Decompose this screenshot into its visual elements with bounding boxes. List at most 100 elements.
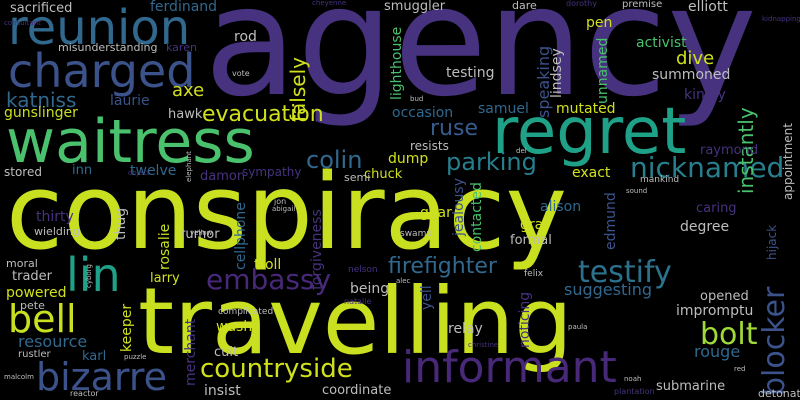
word-kidnapping: kidnapping <box>762 15 800 23</box>
word-mankind: mankind <box>640 175 680 185</box>
word-inn: inn <box>72 163 93 178</box>
word-plantation: plantation <box>614 387 655 396</box>
word-wash: wash <box>216 319 253 335</box>
word-testing: testing <box>446 65 495 81</box>
word-degree: degree <box>680 219 730 235</box>
word-chuck: chuck <box>364 167 403 182</box>
word-paula: paula <box>568 323 588 331</box>
word-speaking: speaking <box>534 45 553 118</box>
word-kindly: kindly <box>684 87 726 103</box>
word-smuggler: smuggler <box>384 0 446 14</box>
word-rumor: rumor <box>180 227 220 242</box>
word-submarine: submarine <box>656 379 726 394</box>
word-troll: troll <box>254 257 282 273</box>
word-wielding: wielding <box>34 225 80 238</box>
word-formal: formal <box>510 233 552 248</box>
word-alec: alec <box>396 277 411 285</box>
word-elephant: elephant <box>185 151 193 182</box>
word-unnamed: unnamed <box>595 37 611 104</box>
word-falsely: falsely <box>286 57 310 122</box>
word-larry: larry <box>150 271 180 286</box>
word-activist: activist <box>636 35 687 51</box>
word-detonate: detonate <box>758 387 800 400</box>
word-rustler: rustler <box>18 349 51 360</box>
word-swamp: swamp <box>400 229 433 239</box>
word-bud: bud <box>410 95 424 103</box>
word-alison: alison <box>540 199 582 215</box>
word-embassy: embassy <box>206 263 332 296</box>
word-thug: thug <box>113 207 129 240</box>
word-evacuation: evacuation <box>202 102 324 127</box>
word-keeper: keeper <box>119 303 135 352</box>
word-agency: agency <box>204 0 758 130</box>
word-opened: opened <box>700 289 749 304</box>
word-occasion: occasion <box>392 105 454 121</box>
word-karen: karen <box>166 41 197 54</box>
word-dorothy: dorothy <box>566 0 597 8</box>
word-christine: christine <box>468 341 499 349</box>
word-trader: trader <box>12 269 53 284</box>
word-merchant: merchant <box>183 318 199 386</box>
word-charged: charged <box>8 44 196 98</box>
word-puzzle: puzzle <box>124 353 147 361</box>
word-damon: damon <box>200 169 246 184</box>
word-noah: noah <box>624 375 642 383</box>
word-cyborg: cyborg <box>85 264 93 288</box>
word-gear: gear <box>420 205 452 221</box>
word-relay: relay <box>448 321 483 337</box>
word-forgiveness: forgiveness <box>309 209 325 290</box>
word-katniss: katniss <box>6 88 77 112</box>
word-insist: insist <box>204 383 241 399</box>
word-colin: colin <box>306 146 363 174</box>
word-dare: dare <box>512 0 537 12</box>
word-bizarre: bizarre <box>36 355 168 399</box>
word-powered: powered <box>6 285 67 301</box>
word-object: object <box>128 169 150 177</box>
word-countryside: countryside <box>200 354 353 384</box>
word-dump: dump <box>388 151 429 167</box>
word-summoned: summoned <box>652 67 731 83</box>
word-gunslinger: gunslinger <box>4 105 78 121</box>
word-sound: sound <box>626 187 648 195</box>
word-red: red <box>734 365 746 373</box>
word-pen: pen <box>586 15 613 31</box>
word-yellow: yellow <box>190 229 213 237</box>
word-nicknamed: nicknamed <box>630 151 785 184</box>
word-abigail: abigail <box>272 205 296 213</box>
word-vote: vote <box>232 69 250 78</box>
word-conspiracy: conspiracy <box>6 151 568 273</box>
word-nelson: nelson <box>348 265 378 275</box>
word-elliott: elliott <box>688 0 728 15</box>
word-complicated: complicated <box>218 307 274 317</box>
word-consultant: consultant <box>4 19 41 27</box>
word-being: being <box>350 281 390 297</box>
word-mutated: mutated <box>556 101 616 117</box>
word-sacrificed: sacrificed <box>10 1 73 16</box>
word-reunion: reunion <box>8 0 191 56</box>
word-ruse: ruse <box>430 116 478 141</box>
word-cult: cult <box>214 345 239 360</box>
word-stored: stored <box>4 165 42 179</box>
word-raymond: raymond <box>700 143 759 158</box>
word-gray: gray <box>520 217 552 233</box>
word-karl: karl <box>82 349 107 364</box>
word-del: del <box>516 147 527 155</box>
word-lin: lin <box>66 248 121 302</box>
word-cellphone: cellphone <box>233 202 249 270</box>
word-thirty: thirty <box>36 209 74 225</box>
word-rosalie: rosalie <box>157 223 173 270</box>
word-hijack: hijack <box>765 224 779 260</box>
word-malcolm: malcolm <box>4 373 34 381</box>
word-misunderstanding: misunderstanding <box>58 41 158 54</box>
word-noticing: noticing <box>517 291 533 348</box>
word-caring: caring <box>696 201 737 216</box>
word-resists: resists <box>410 139 449 153</box>
word-yell: yell <box>419 285 435 310</box>
word-felix: felix <box>524 269 544 279</box>
word-regret: regret <box>492 95 687 169</box>
word-bell: bell <box>8 297 77 341</box>
word-impromptu: impromptu <box>676 303 754 319</box>
word-travelling: travelling <box>138 268 573 375</box>
word-cheyenne: cheyenne <box>312 0 347 7</box>
